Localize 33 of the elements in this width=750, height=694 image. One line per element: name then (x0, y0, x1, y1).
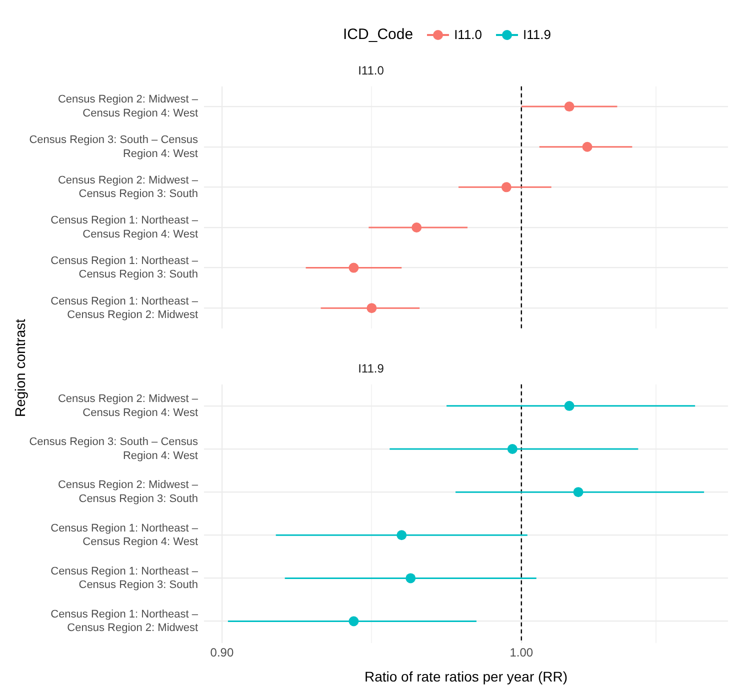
y-tick-label: Census Region 2: Midwest – Census Region 4: West (58, 393, 199, 419)
legend-label: I11.9 (523, 27, 551, 42)
point (348, 262, 359, 273)
point (564, 400, 574, 411)
y-tick-label: Census Region 2: Midwest – Census Region 4: West (58, 94, 199, 120)
y-tick-label: Census Region 2: Midwest – Census Region 3: South (58, 479, 199, 505)
x-tick-label: 0.90 (210, 645, 234, 660)
point (348, 616, 359, 626)
point (564, 102, 574, 112)
point (582, 142, 592, 152)
y-tick-label: Census Region 1: Northeast – Census Region 4: West (50, 522, 199, 548)
legend-label: I11.0 (454, 27, 482, 42)
y-tick-label: Census Region 1: Northeast – Census Region 2: Midwest (50, 608, 199, 634)
point (366, 303, 377, 314)
point (412, 222, 422, 232)
y-tick-label: Census Region 3: South – Census Region 4: West (29, 436, 198, 462)
chart-title: I11.9 (358, 362, 384, 376)
point (573, 487, 584, 498)
y-tick-label: Census Region 1: Northeast – Census Region 4: West (50, 214, 199, 240)
y-tick-label: Census Region 1: Northeast – Census Region 2: Midwest (50, 295, 199, 321)
x-tick-label: 1.00 (510, 645, 534, 660)
chart-title: I11.0 (358, 64, 384, 78)
point (396, 530, 407, 540)
legend-title: ICD_Code (343, 26, 414, 43)
point (406, 573, 416, 584)
y-tick-label: Census Region 3: South – Census Region 4: West (29, 134, 198, 160)
x-axis-title: Ratio of rate ratios per year (RR) (364, 668, 568, 684)
y-tick-label: Census Region 1: Northeast – Census Region 3: South (50, 565, 199, 592)
y-tick-label: Census Region 1: Northeast – Census Region 3: South (50, 254, 199, 281)
y-axis-title: Region contrast (12, 318, 28, 418)
point (507, 444, 518, 454)
y-tick-label: Census Region 2: Midwest – Census Region 3: South (58, 174, 199, 200)
point (501, 182, 512, 192)
